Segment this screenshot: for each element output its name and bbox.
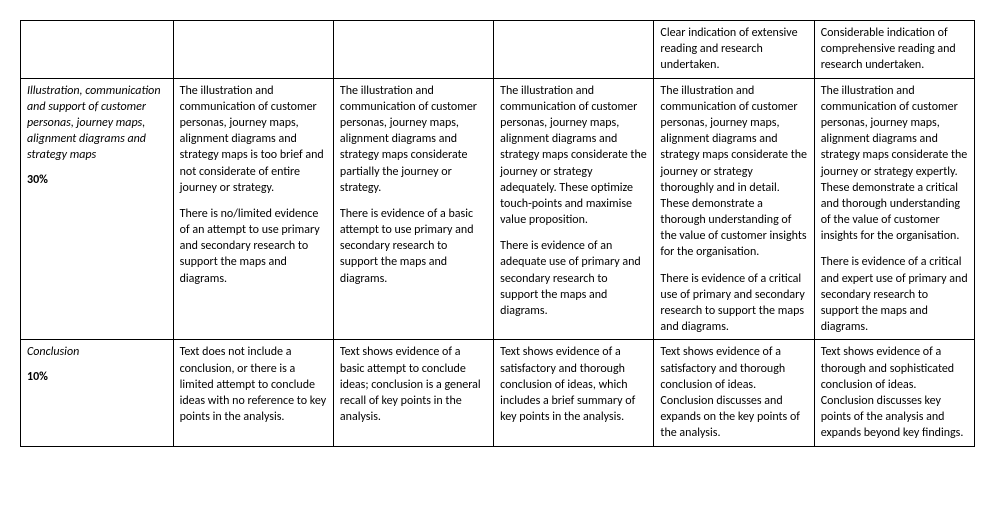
table-row: Clear indication of extensive reading an… <box>21 21 975 79</box>
level-cell: Considerable indication of comprehensive… <box>814 21 974 79</box>
table-row: Illustration, communication and support … <box>21 78 975 340</box>
level-cell: The illustration and communication of cu… <box>494 78 654 340</box>
level-cell: Text shows evidence of a satisfactory an… <box>654 340 814 446</box>
level-cell: The illustration and communication of cu… <box>654 78 814 340</box>
level-cell: The illustration and communication of cu… <box>173 78 333 340</box>
level-cell: The illustration and communication of cu… <box>333 78 493 340</box>
level-cell <box>494 21 654 79</box>
rubric-table: Clear indication of extensive reading an… <box>20 20 975 447</box>
criteria-label: Conclusion <box>27 344 167 360</box>
rubric-body: Clear indication of extensive reading an… <box>21 21 975 447</box>
level-cell <box>333 21 493 79</box>
criteria-label: Illustration, communication and support … <box>27 83 167 164</box>
level-cell: Text shows evidence of a basic attempt t… <box>333 340 493 446</box>
table-row: Conclusion 10% Text does not include a con… <box>21 340 975 446</box>
level-cell: The illustration and communication of cu… <box>814 78 974 340</box>
level-cell: Text does not include a conclusion, or t… <box>173 340 333 446</box>
level-cell: Clear indication of extensive reading an… <box>654 21 814 79</box>
criteria-cell: Illustration, communication and support … <box>21 78 174 340</box>
level-cell: Text shows evidence of a satisfactory an… <box>494 340 654 446</box>
level-cell <box>173 21 333 79</box>
criteria-cell: Conclusion 10% <box>21 340 174 446</box>
criteria-weight: 30% <box>27 172 167 188</box>
criteria-weight: 10% <box>27 369 167 385</box>
criteria-cell <box>21 21 174 79</box>
level-cell: Text shows evidence of a thorough and so… <box>814 340 974 446</box>
